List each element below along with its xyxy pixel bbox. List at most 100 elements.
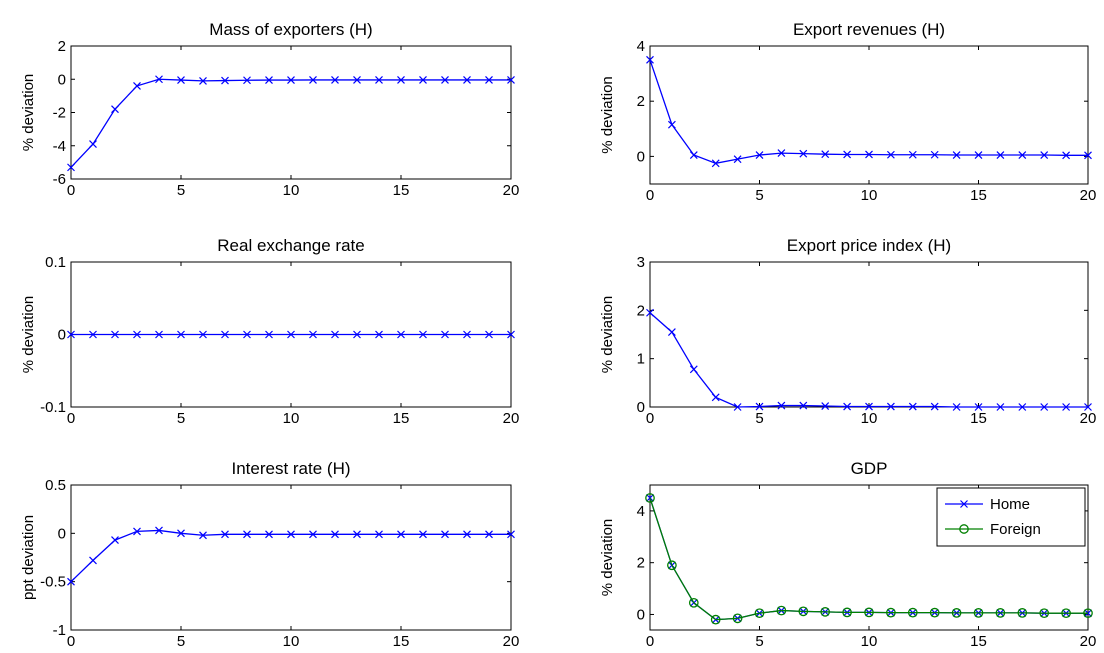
y-tick-label: 0 [637, 148, 645, 165]
data-point-x-marker [843, 150, 852, 159]
x-tick-label: 10 [283, 410, 300, 427]
data-point-x-marker [89, 330, 97, 339]
x-tick-label: 0 [646, 410, 654, 427]
y-tick-label: 4 [637, 38, 645, 55]
x-tick-label: 20 [1080, 633, 1097, 650]
x-tick-label: 10 [861, 410, 878, 427]
data-point-x-marker [996, 403, 1005, 411]
data-point-x-marker [777, 401, 786, 410]
data-point-x-marker [689, 151, 698, 159]
data-point-x-marker [908, 150, 917, 159]
plot-area [649, 45, 1089, 185]
data-point-x-marker [353, 330, 361, 339]
data-point-x-marker [67, 577, 75, 586]
data-point-circle-marker [1039, 608, 1050, 619]
y-axis-label: % deviation [599, 519, 616, 597]
chart-title: Export price index (H) [787, 236, 951, 255]
data-point-circle-marker [864, 607, 874, 618]
y-tick-label: 0 [637, 399, 645, 416]
data-point-circle-marker [688, 597, 699, 608]
chart-panel-6: GDP % deviation 0 5 10 15 20 0 2 4 Home Foreign [599, 459, 1096, 650]
data-point-x-marker [177, 330, 185, 339]
data-point-x-marker [287, 330, 295, 339]
data-point-x-marker [397, 530, 405, 539]
data-point-x-marker [974, 403, 983, 411]
data-point-x-marker [309, 75, 317, 84]
x-tick-label: 15 [393, 182, 410, 199]
data-point-circle-marker [798, 606, 809, 617]
data-point-circle-marker [995, 608, 1006, 618]
x-tick-label: 20 [503, 182, 520, 199]
y-tick-label: 1 [637, 351, 645, 368]
data-point-circle-marker [1083, 608, 1093, 619]
legend-marker-x [960, 500, 968, 508]
data-point-x-marker [865, 150, 873, 159]
x-tick-label: 10 [283, 182, 300, 199]
x-tick-label: 0 [67, 182, 75, 199]
data-point-x-marker [689, 365, 698, 374]
data-point-x-marker [155, 75, 163, 84]
data-point-x-marker [199, 531, 207, 540]
data-point-x-marker [265, 76, 273, 85]
data-point-x-marker [331, 75, 339, 84]
x-tick-label: 0 [67, 633, 75, 650]
data-point-x-marker [397, 75, 405, 84]
data-point-x-marker [221, 76, 229, 85]
data-point-x-marker [463, 530, 471, 539]
x-tick-label: 5 [177, 633, 185, 650]
data-point-x-marker [353, 75, 361, 84]
x-tick-label: 5 [755, 633, 763, 650]
data-point-x-marker [646, 55, 654, 64]
data-point-circle-marker [667, 560, 677, 571]
y-tick-label: 2 [637, 93, 645, 110]
data-point-x-marker [463, 75, 471, 84]
data-point-x-marker [1084, 151, 1092, 160]
data-point-x-marker [265, 530, 273, 539]
data-point-x-marker [507, 330, 515, 339]
data-point-x-marker [67, 330, 75, 339]
x-tick-label: 15 [393, 410, 410, 427]
legend-marker-circle [959, 524, 969, 534]
x-tick-label: 5 [177, 182, 185, 199]
x-tick-label: 20 [503, 633, 520, 650]
chart-panel-2: Export revenues (H) % deviation 0 5 10 15 20 0 2… [599, 20, 1096, 204]
x-tick-label: 0 [646, 633, 654, 650]
data-point-x-marker [821, 402, 830, 410]
data-point-circle-marker [645, 493, 655, 503]
data-point-x-marker [1062, 403, 1071, 411]
x-tick-label: 0 [646, 187, 654, 204]
data-point-x-marker [243, 530, 251, 539]
x-tick-label: 10 [861, 187, 878, 204]
y-axis-label: % deviation [20, 296, 37, 374]
y-axis-label: % deviation [599, 296, 616, 374]
data-point-x-marker [89, 556, 97, 565]
data-point-x-marker [930, 150, 939, 159]
y-tick-label: -0.5 [40, 574, 66, 591]
data-point-x-marker [1062, 151, 1071, 160]
x-tick-label: 15 [970, 633, 987, 650]
data-point-x-marker [265, 330, 273, 339]
data-point-circle-marker [886, 607, 896, 618]
data-point-circle-marker [842, 607, 852, 618]
data-point-x-marker [331, 330, 339, 339]
plot-area [70, 484, 512, 631]
data-point-x-marker [1040, 403, 1049, 411]
data-point-x-marker [419, 530, 427, 539]
x-tick-label: 10 [283, 633, 300, 650]
data-point-x-marker [353, 530, 361, 539]
data-point-x-marker [133, 330, 141, 339]
x-tick-label: 15 [970, 410, 987, 427]
data-point-x-marker [507, 530, 515, 539]
data-point-x-marker [952, 151, 961, 159]
data-point-x-marker [799, 401, 808, 410]
y-tick-label: -6 [53, 171, 66, 188]
plot-area [70, 45, 512, 180]
data-point-x-marker [711, 159, 720, 168]
data-point-circle-marker [732, 613, 743, 624]
data-point-x-marker [646, 308, 654, 317]
series-line-foreign [649, 497, 1088, 621]
data-point-circle-marker [907, 607, 918, 618]
